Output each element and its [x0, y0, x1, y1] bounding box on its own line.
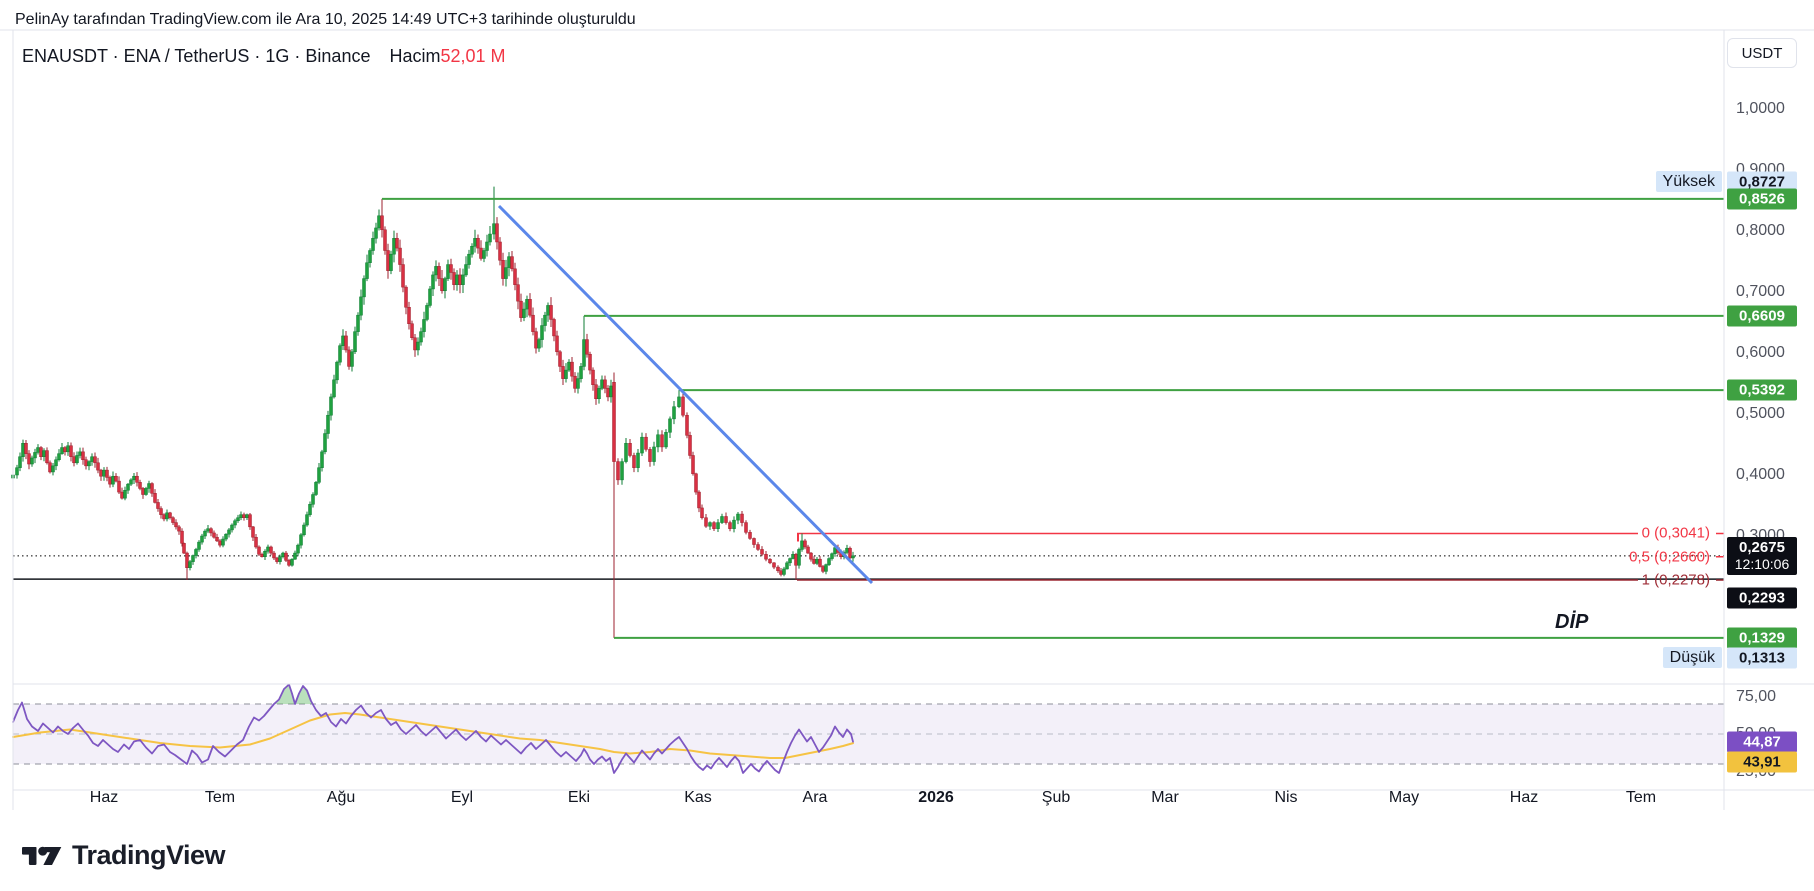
- price-axis-label: 0,7000: [1736, 283, 1785, 300]
- dip-annotation: DİP: [1555, 611, 1589, 633]
- axis-price-badge: 0,2675 12:10:06: [1727, 537, 1797, 575]
- time-axis-label: Haz: [1509, 789, 1539, 806]
- time-axis-scale[interactable]: [13, 790, 1724, 812]
- price-axis-label: 0,4000: [1736, 466, 1785, 483]
- time-axis-label: Kas: [684, 789, 712, 806]
- high-low-value: 0,1313: [1727, 647, 1797, 669]
- main-price-pane[interactable]: [13, 30, 1724, 684]
- price-axis-label: 1,0000: [1736, 100, 1785, 117]
- axis-price-badge: 43,91: [1727, 751, 1797, 773]
- time-axis-label: Ağu: [326, 789, 356, 806]
- attribution-text: PelinAy tarafından TradingView.com ile A…: [15, 11, 636, 28]
- price-axis-label: 0,5000: [1736, 405, 1785, 422]
- time-axis-label: 2026: [918, 789, 954, 806]
- symbol-title: ENAUSDT · ENA / TetherUS · 1G · Binance: [22, 46, 371, 66]
- price-axis-label: 0,6000: [1736, 344, 1785, 361]
- time-axis-label: Ara: [802, 789, 828, 806]
- fib-level-label: 0 (0,3041): [1641, 524, 1710, 542]
- high-low-label: Düşük: [1662, 647, 1722, 668]
- price-axis-label: 0,8000: [1736, 222, 1785, 239]
- time-axis-label: Şub: [1041, 789, 1071, 806]
- high-low-value: 0,8727: [1727, 171, 1797, 193]
- time-axis-label: Tem: [1625, 789, 1657, 806]
- chart-legend: ENAUSDT · ENA / TetherUS · 1G · Binance …: [22, 46, 506, 67]
- volume-value: 52,01 M: [440, 46, 506, 66]
- time-axis-label: Eki: [567, 789, 591, 806]
- high-low-marker: Yüksek: [1655, 171, 1722, 192]
- axis-price-badge: 0,1329: [1727, 627, 1797, 649]
- time-axis-label: Tem: [204, 789, 236, 806]
- countdown-timer: 12:10:06: [1734, 556, 1790, 572]
- axis-price-badge: 0,6609: [1727, 305, 1797, 327]
- time-axis-label: Haz: [89, 789, 119, 806]
- axis-price-badge: 0,8526: [1727, 188, 1797, 210]
- time-axis-label: Eyl: [450, 789, 474, 806]
- rsi-pane[interactable]: [13, 684, 1724, 790]
- axis-price-badge: 44,87: [1727, 731, 1797, 753]
- axis-price-badge: 0,2293: [1727, 587, 1797, 609]
- time-axis-label: May: [1388, 789, 1420, 806]
- high-low-label: Yüksek: [1655, 171, 1722, 192]
- rsi-axis-label: 75,00: [1736, 688, 1777, 705]
- high-low-marker: Düşük: [1662, 647, 1722, 668]
- tradingview-logo-text: TradingView: [72, 840, 226, 870]
- tradingview-logo[interactable]: TradingView: [22, 840, 226, 871]
- volume-label: Hacim: [389, 46, 441, 66]
- time-axis-label: Nis: [1274, 789, 1298, 806]
- axis-price-badge: 0,5392: [1727, 379, 1797, 401]
- fib-level-label: 1 (0,2278): [1641, 571, 1710, 589]
- time-axis-label: Mar: [1151, 789, 1179, 806]
- tradingview-logo-icon: [22, 846, 62, 865]
- fib-level-label: 0,5 (0,2660): [1629, 548, 1710, 566]
- currency-toggle-button[interactable]: USDT: [1727, 38, 1797, 68]
